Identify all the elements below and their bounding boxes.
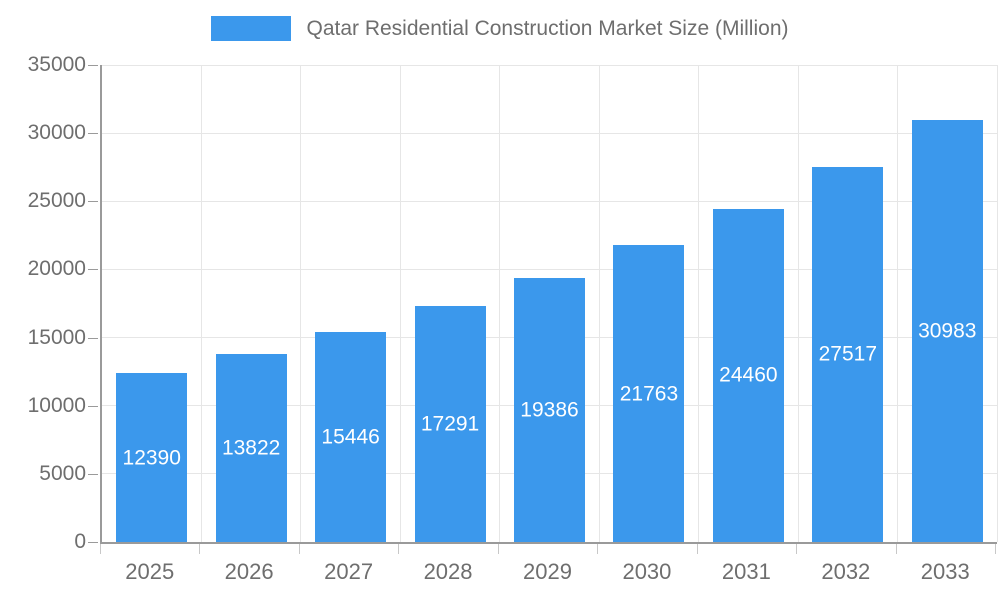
y-axis-tick <box>88 473 98 475</box>
y-axis-tick-label: 15000 <box>27 325 86 349</box>
x-axis-tick <box>199 544 201 554</box>
y-axis-tick <box>88 65 98 66</box>
x-axis-tick-label: 2032 <box>821 559 871 584</box>
bar-2031: 24460 <box>712 208 784 542</box>
y-gridline <box>102 200 997 202</box>
y-axis-tick-label: 10000 <box>27 393 86 417</box>
bar-value-label: 12390 <box>122 446 181 470</box>
bar-value-label: 13822 <box>221 436 281 460</box>
x-axis-tick-label: 2033 <box>920 559 970 584</box>
bar-2032: 27517 <box>812 166 884 542</box>
x-axis-tick <box>497 544 499 554</box>
bar-2030: 21763 <box>613 245 685 542</box>
x-axis-tick <box>796 544 798 554</box>
x-axis-tick-label: 2029 <box>523 559 572 584</box>
x-axis-tick-label: 2030 <box>622 559 672 584</box>
bar-value-label: 17291 <box>420 412 480 436</box>
y-axis-tick-label: 0 <box>74 530 86 553</box>
x-gridline <box>200 65 202 542</box>
x-gridline <box>897 65 899 542</box>
x-axis-tick-label: 2028 <box>423 559 473 584</box>
chart-legend: Qatar Residential Construction Market Si… <box>0 16 1000 41</box>
bar-2026: 13822 <box>215 353 287 542</box>
bar-2027: 15446 <box>315 331 387 542</box>
y-axis-tick <box>88 542 98 543</box>
bar-2029: 19386 <box>514 277 585 542</box>
bar-value-label: 19386 <box>520 398 579 422</box>
x-axis-tick <box>696 544 698 554</box>
y-axis-tick <box>88 201 98 203</box>
y-axis-tick-label: 35000 <box>27 53 86 76</box>
bar-2033: 30983 <box>911 119 983 542</box>
y-axis-tick-label: 30000 <box>27 121 86 145</box>
x-axis-tick <box>298 544 300 554</box>
y-gridline <box>102 64 997 66</box>
y-axis-tick <box>88 337 98 339</box>
y-axis-tick-label: 20000 <box>27 257 86 281</box>
bar-2025: 12390 <box>116 373 188 542</box>
y-axis-tick-label: 25000 <box>27 189 86 213</box>
plot-area: 12390 13822 15446 17291 19386 21763 24460 27517… <box>100 64 998 544</box>
bar-value-label: 24460 <box>719 363 778 387</box>
x-axis-tick <box>895 544 897 554</box>
x-axis-tick-label: 2025 <box>125 559 175 584</box>
y-axis-tick <box>88 269 98 271</box>
x-gridline <box>797 65 799 542</box>
y-axis-tick <box>88 133 98 135</box>
x-axis-tick <box>995 544 996 554</box>
y-axis-tick-label: 5000 <box>39 461 86 485</box>
x-axis-tick-label: 2026 <box>224 559 274 584</box>
x-axis-tick-label: 2027 <box>324 559 374 584</box>
legend-swatch[interactable] <box>211 16 292 41</box>
bar-value-label: 15446 <box>321 425 380 449</box>
legend-label[interactable]: Qatar Residential Construction Market Si… <box>306 16 789 40</box>
y-axis-tick <box>88 405 98 407</box>
bar-value-label: 30983 <box>918 319 977 343</box>
bar-value-label: 27517 <box>818 342 878 366</box>
x-gridline <box>996 65 998 542</box>
x-gridline <box>300 65 302 542</box>
x-gridline <box>499 65 501 542</box>
x-axis-tick <box>398 544 400 554</box>
y-gridline <box>102 268 997 270</box>
x-axis-tick <box>597 544 599 554</box>
x-axis-tick <box>100 544 101 554</box>
bar-value-label: 21763 <box>619 382 679 406</box>
bar-2028: 17291 <box>414 306 486 542</box>
x-axis-tick-label: 2031 <box>721 559 771 584</box>
x-gridline <box>399 65 401 542</box>
x-gridline <box>698 65 700 542</box>
x-gridline <box>598 65 600 542</box>
y-gridline <box>102 132 997 134</box>
